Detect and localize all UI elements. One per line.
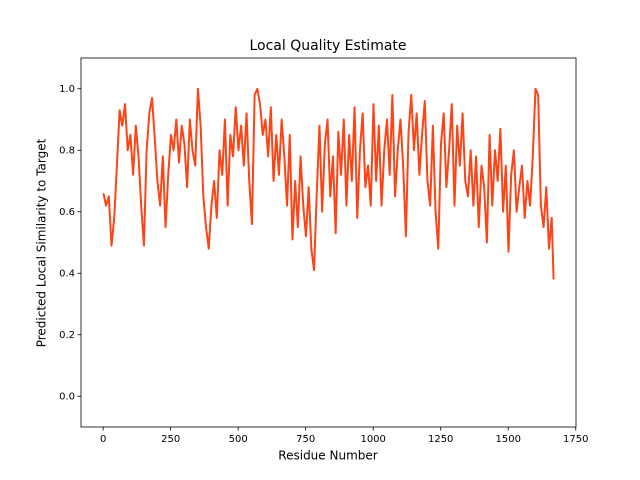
- plot-frame: [80, 57, 577, 428]
- x-tick-label: 1000: [360, 434, 385, 445]
- y-tick-label: 0.0: [59, 391, 75, 402]
- x-tick-label: 750: [296, 434, 315, 445]
- y-tick-label: 0.8: [59, 145, 75, 156]
- y-tick-label: 0.2: [59, 330, 75, 341]
- chart-title: Local Quality Estimate: [249, 38, 406, 54]
- y-tick-label: 0.6: [59, 207, 75, 218]
- x-tick-label: 500: [229, 434, 248, 445]
- x-axis-label: Residue Number: [278, 449, 377, 463]
- y-axis-label: Predicted Local Similarity to Target: [35, 138, 49, 347]
- y-tick-label: 1.0: [59, 84, 75, 95]
- data-line: [102, 87, 555, 280]
- x-tick-label: 1750: [563, 434, 588, 445]
- x-tick-label: 1500: [495, 434, 520, 445]
- x-tick-label: 1250: [428, 434, 453, 445]
- x-tick-label: 0: [100, 434, 106, 445]
- x-tick-label: 250: [161, 434, 180, 445]
- y-tick-label: 0.4: [59, 268, 75, 279]
